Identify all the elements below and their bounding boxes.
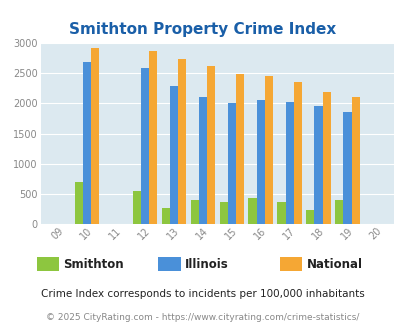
Text: National: National (306, 257, 362, 271)
Bar (141, 68, 149, 224)
Text: © 2025 CityRating.com - https://www.cityrating.com/crime-statistics/: © 2025 CityRating.com - https://www.city… (46, 313, 359, 322)
Bar (169, 86, 177, 224)
Text: Smithton: Smithton (63, 257, 123, 271)
Bar (177, 59, 185, 224)
Bar (314, 106, 322, 224)
Bar (219, 202, 227, 224)
Bar (132, 191, 141, 224)
Text: Crime Index corresponds to incidents per 100,000 inhabitants: Crime Index corresponds to incidents per… (41, 289, 364, 299)
Bar (91, 48, 99, 224)
Text: Illinois: Illinois (184, 257, 228, 271)
Bar (190, 200, 198, 224)
Bar (293, 82, 301, 224)
Bar (149, 51, 157, 224)
Bar (248, 198, 256, 224)
Bar (335, 200, 343, 224)
Bar (83, 62, 91, 224)
Bar (322, 92, 330, 224)
Bar (75, 182, 83, 224)
Bar (277, 202, 285, 224)
Bar (227, 103, 235, 224)
Bar (206, 67, 214, 224)
Bar (235, 74, 243, 224)
Bar (256, 100, 264, 224)
Bar (351, 97, 359, 224)
Bar (264, 76, 272, 224)
Bar (306, 210, 314, 224)
Bar (161, 208, 169, 224)
Text: Smithton Property Crime Index: Smithton Property Crime Index (69, 22, 336, 37)
Bar (285, 102, 293, 224)
Bar (343, 112, 351, 224)
Bar (198, 97, 206, 224)
